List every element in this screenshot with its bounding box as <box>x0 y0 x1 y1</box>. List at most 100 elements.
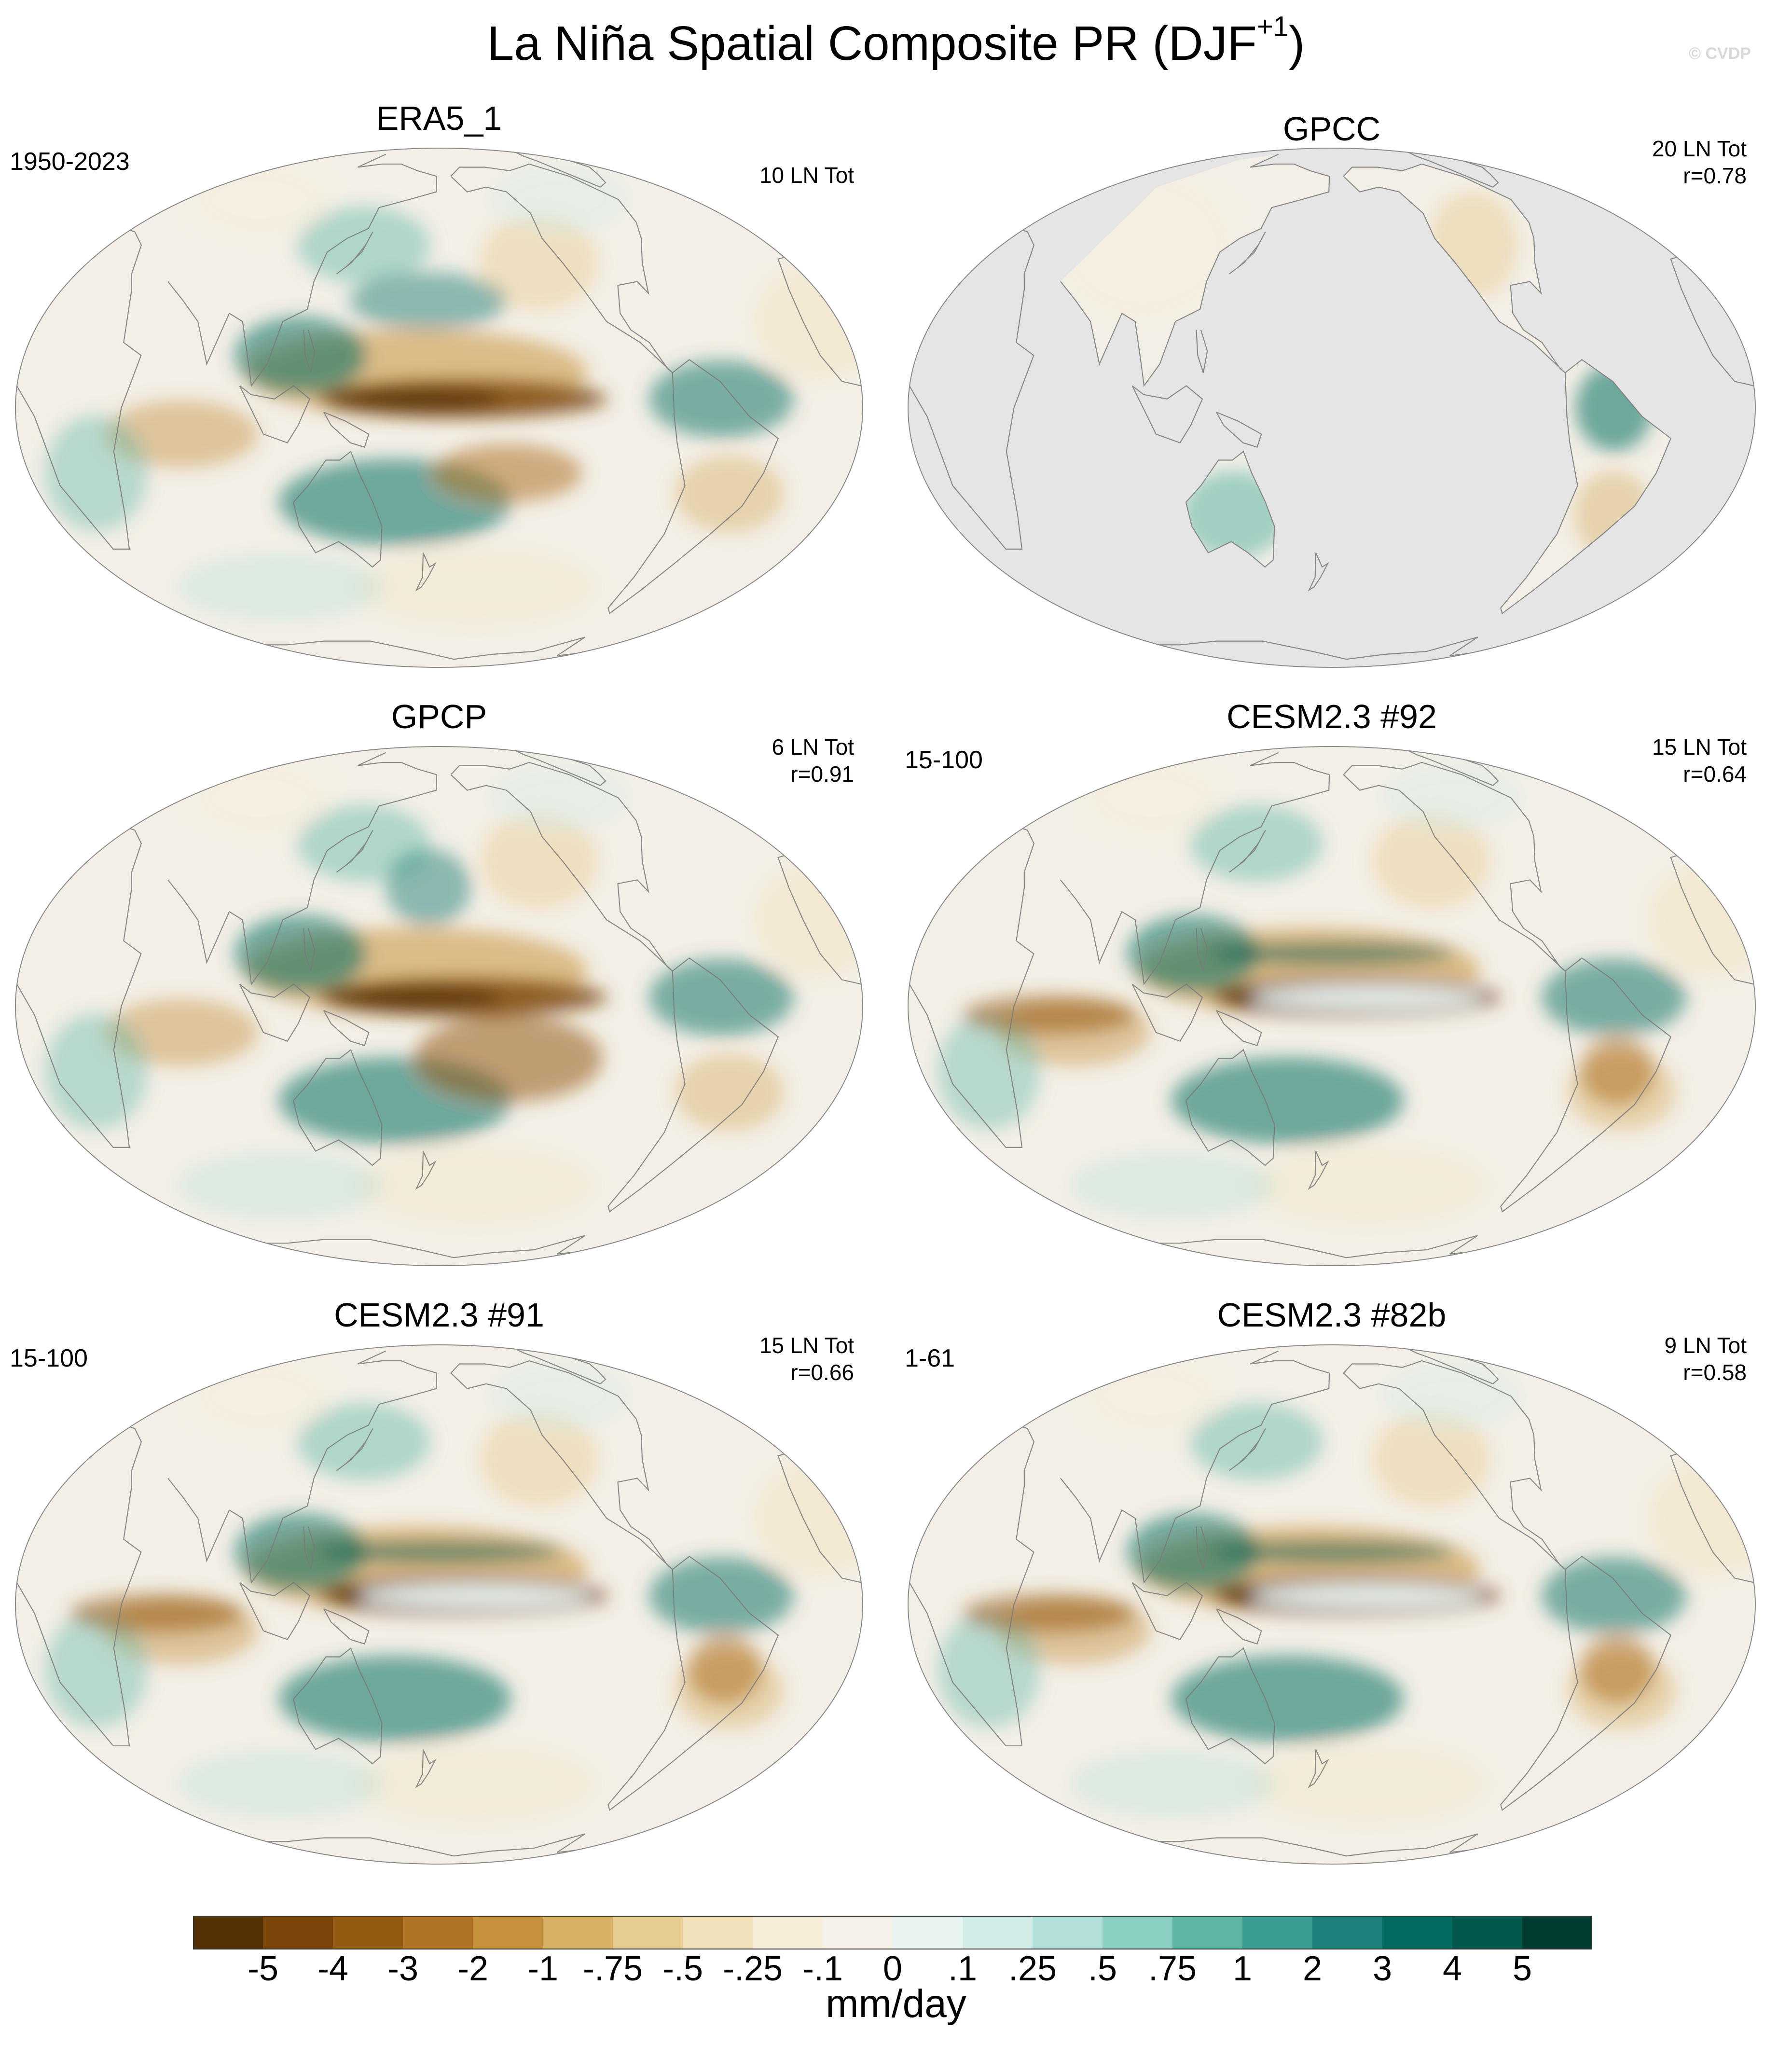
colorbar-swatch <box>1382 1916 1453 1949</box>
panel-title: CESM2.3 #82b <box>1217 1296 1447 1334</box>
map-outline <box>15 1344 863 1865</box>
coastline <box>1131 1582 1203 1640</box>
colorbar-tick-label: -.75 <box>582 1949 643 1988</box>
coastline <box>323 1608 370 1645</box>
anomaly-blob <box>1171 1655 1404 1742</box>
anomaly-blob <box>1209 943 1455 965</box>
anomaly-blob <box>1251 1583 1483 1608</box>
coastline <box>1196 330 1208 373</box>
coastline <box>1136 1833 1515 1857</box>
coastline <box>909 1424 1035 1746</box>
coastline <box>336 829 373 873</box>
precip-map <box>15 148 863 668</box>
colorbar-swatch <box>473 1916 543 1949</box>
anomaly-blob <box>1070 1750 1275 1818</box>
pattern-correlation: r=0.78 <box>1683 163 1747 188</box>
anomaly-blob <box>1372 813 1491 910</box>
anomaly-blob <box>234 317 367 394</box>
ln-total: 9 LN Tot <box>1664 1333 1747 1358</box>
colorbar-swatch <box>1242 1916 1313 1949</box>
anomaly-blob <box>1542 1557 1686 1634</box>
coastline <box>909 228 1035 550</box>
coastline <box>167 752 438 986</box>
anomaly-blob <box>355 1745 594 1823</box>
colorbar-tick-label: -5 <box>247 1949 279 1988</box>
anomaly-blob <box>649 958 794 1036</box>
anomaly-blob <box>45 415 148 531</box>
coastline <box>16 826 142 1148</box>
panel-count-label: 20 LN Tot r=0.78 <box>1652 135 1747 189</box>
coastline <box>244 636 622 660</box>
coastline <box>1343 1360 1566 1570</box>
anomaly-blob <box>1372 1411 1491 1508</box>
anomaly-blob <box>433 444 582 502</box>
anomaly-blob <box>316 1541 562 1563</box>
coastline <box>1343 761 1566 972</box>
colorbar-outline <box>193 1916 1592 1949</box>
anomaly-blob <box>414 1015 603 1102</box>
anomaly-blob <box>234 915 367 993</box>
coastline <box>167 1350 438 1584</box>
coastline <box>450 761 673 972</box>
anomaly-blob <box>1251 984 1483 1010</box>
panel-period-label: 15-100 <box>905 746 983 774</box>
pattern-correlation: r=0.66 <box>790 1360 854 1385</box>
panel-title: ERA5_1 <box>376 99 502 137</box>
coastline <box>1308 1151 1329 1190</box>
colorbar-tick-label: -2 <box>457 1949 489 1988</box>
panel-count-label: 15 LN Tot r=0.64 <box>1652 733 1747 788</box>
anomaly-blob <box>489 764 628 832</box>
coastline <box>1060 153 1330 387</box>
figure-title: La Niña Spatial Composite PR (DJF+1) <box>487 11 1305 70</box>
map-panel-gpcp: GPCP 6 LN Tot r=0.91 <box>5 695 873 1269</box>
panel-count-label: 6 LN Tot r=0.91 <box>772 733 854 788</box>
colorbar-tick-label: -.1 <box>802 1949 843 1988</box>
anomaly-blob <box>687 1636 762 1704</box>
coastline <box>1185 1647 1275 1765</box>
anomaly-blob <box>675 455 784 533</box>
coastline <box>1196 1526 1208 1570</box>
coastline <box>1500 1556 1672 1811</box>
anomaly-blob <box>1189 1403 1323 1480</box>
map-outline <box>908 1344 1756 1865</box>
colorbar-swatch <box>1172 1916 1243 1949</box>
colorbar-swatch <box>963 1916 1033 1949</box>
anomaly-blob <box>1070 1151 1275 1219</box>
coastline <box>450 163 673 373</box>
anomaly-blob <box>358 1583 590 1608</box>
coastline <box>1228 231 1266 275</box>
anomaly-blob <box>386 849 471 926</box>
map-panel-cesm-82b: CESM2.3 #82b 1-61 9 LN Tot r=0.58 <box>897 1293 1766 1867</box>
panel-period-label: 15-100 <box>10 1344 88 1372</box>
anomaly-blob <box>489 1362 628 1430</box>
coastline <box>450 1360 673 1570</box>
coastline <box>16 1424 142 1746</box>
coastline <box>292 450 383 568</box>
anomaly-blob <box>349 272 507 330</box>
panel-title: CESM2.3 #91 <box>334 1296 544 1334</box>
coastline <box>239 983 311 1042</box>
anomaly-blob <box>1171 1057 1404 1144</box>
colorbar-tick-label: 1 <box>1232 1949 1253 1988</box>
colorbar-tick-label: 4 <box>1442 1949 1462 1988</box>
colorbar-tick-label: 0 <box>882 1949 903 1988</box>
coastline <box>777 853 862 985</box>
anomaly-blob <box>355 548 594 626</box>
precip-map <box>908 746 1756 1266</box>
anomaly-blob <box>1580 1037 1655 1106</box>
coastline <box>239 385 311 443</box>
panel-count-label: 15 LN Tot r=0.66 <box>759 1332 854 1386</box>
coastline <box>1136 636 1515 660</box>
colorbar-tick-label: .75 <box>1148 1949 1197 1988</box>
coastline <box>1670 1452 1754 1583</box>
precip-map <box>15 746 863 1266</box>
coastline <box>1308 1749 1329 1788</box>
anomaly-blob <box>1127 1513 1259 1591</box>
panel-title: GPCC <box>1282 110 1381 148</box>
colorbar-swatch <box>823 1916 893 1949</box>
map-panel-cesm-91: CESM2.3 #91 15-100 15 LN Tot r=0.66 <box>5 1293 873 1867</box>
colorbar-swatch <box>1522 1916 1592 1949</box>
anomaly-blob <box>963 1594 1136 1633</box>
colorbar-swatch <box>403 1916 473 1949</box>
ln-total: 15 LN Tot <box>759 1333 854 1358</box>
